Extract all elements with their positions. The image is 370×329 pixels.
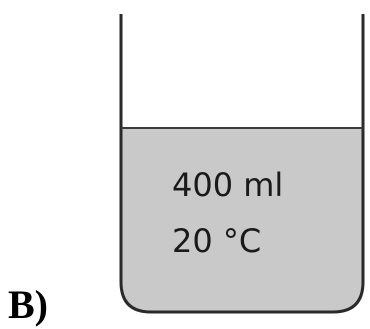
panel-label: B) — [8, 282, 48, 327]
temperature: 20 °C — [172, 222, 261, 260]
liquid — [121, 128, 363, 312]
diagram: 400 ml 20 °C B) — [0, 0, 370, 329]
volume: 400 ml — [172, 166, 283, 204]
